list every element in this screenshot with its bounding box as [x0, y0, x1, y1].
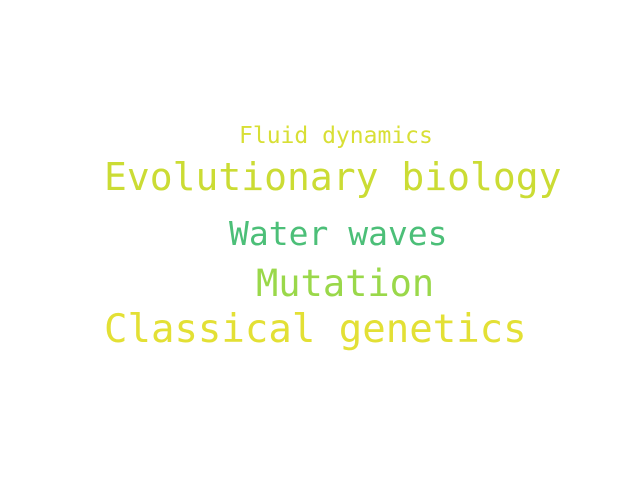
word-mutation: Mutation	[256, 262, 435, 305]
word-fluid-dynamics: Fluid dynamics	[239, 123, 433, 149]
word-evolutionary-biology: Evolutionary biology	[104, 155, 562, 199]
word-classical-genetics: Classical genetics	[104, 307, 527, 352]
word-water-waves: Water waves	[229, 214, 448, 253]
